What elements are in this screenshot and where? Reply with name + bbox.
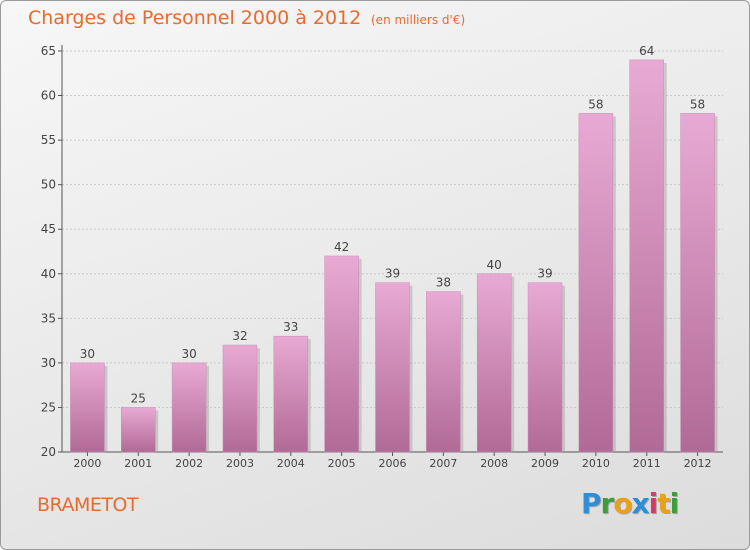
y-tick-label: 35: [41, 311, 56, 325]
x-tick-label: 2009: [531, 457, 559, 470]
x-tick-label: 2008: [480, 457, 508, 470]
data-label: 30: [80, 347, 95, 361]
bar: [171, 362, 207, 453]
bar: [222, 344, 258, 453]
x-tick-label: 2003: [226, 457, 254, 470]
data-label: 32: [232, 329, 247, 343]
bar: [121, 407, 156, 453]
bar: [629, 59, 664, 453]
data-label: 40: [487, 258, 502, 272]
x-tick-label: 2002: [175, 457, 203, 470]
data-label: 25: [131, 391, 146, 405]
logo-letter: P: [581, 487, 602, 520]
bar: [578, 113, 614, 453]
bar: [324, 255, 359, 453]
y-tick-label: 65: [41, 44, 56, 58]
data-label: 39: [537, 267, 552, 281]
data-label: 58: [690, 97, 705, 111]
axes: 20 25 30 35 40 45 50 55 60 65 2000 2001 2002 2003 2004…: [41, 44, 723, 470]
data-label: 58: [588, 97, 603, 111]
x-tick-label: 2000: [73, 457, 101, 470]
x-tick-label: 2011: [633, 457, 661, 470]
chart-subtitle: (en milliers d'€): [371, 13, 466, 27]
x-tick-label: 2001: [124, 457, 152, 470]
x-tick-label: 2007: [429, 457, 457, 470]
data-label: 39: [385, 267, 400, 281]
bar: [527, 282, 563, 453]
x-tick-label: 2010: [582, 457, 610, 470]
bar: [70, 362, 105, 453]
proxiti-logo[interactable]: Proxiti: [581, 487, 680, 520]
y-tick-label: 30: [41, 356, 56, 370]
logo-letter: x: [631, 487, 650, 520]
bar: [375, 282, 410, 453]
bars: [70, 59, 718, 453]
logo-letter: i: [648, 487, 659, 520]
y-tick-label: 20: [41, 445, 56, 459]
x-tick-label: 2005: [328, 457, 356, 470]
y-tick-label: 60: [41, 89, 56, 103]
data-label: 33: [283, 320, 298, 334]
data-label: 64: [639, 44, 654, 58]
y-tick-label: 50: [41, 178, 56, 192]
y-tick-label: 25: [41, 400, 56, 414]
bar: [273, 335, 309, 453]
chart-title: Charges de Personnel 2000 à 2012: [28, 7, 362, 29]
x-tick-label: 2012: [684, 457, 712, 470]
data-label: 42: [334, 240, 349, 254]
y-tick-label: 55: [41, 133, 56, 147]
x-tick-label: 2004: [277, 457, 305, 470]
data-labels: 30 25 30 32 33 42 39 38 40 39 58 64 58: [80, 44, 705, 406]
y-tick-label: 40: [41, 267, 56, 281]
logo-letter: r: [600, 487, 615, 520]
data-label: 30: [181, 347, 196, 361]
logo-letter: o: [613, 487, 632, 520]
y-tick-label: 45: [41, 222, 56, 236]
bar: [680, 113, 715, 453]
data-label: 38: [436, 276, 451, 290]
x-tick-label: 2006: [379, 457, 407, 470]
bar: [476, 273, 512, 453]
town-name: BRAMETOT: [37, 494, 139, 516]
logo-letter: i: [669, 487, 680, 520]
logo-letter: t: [657, 487, 670, 520]
bar: [426, 291, 461, 453]
